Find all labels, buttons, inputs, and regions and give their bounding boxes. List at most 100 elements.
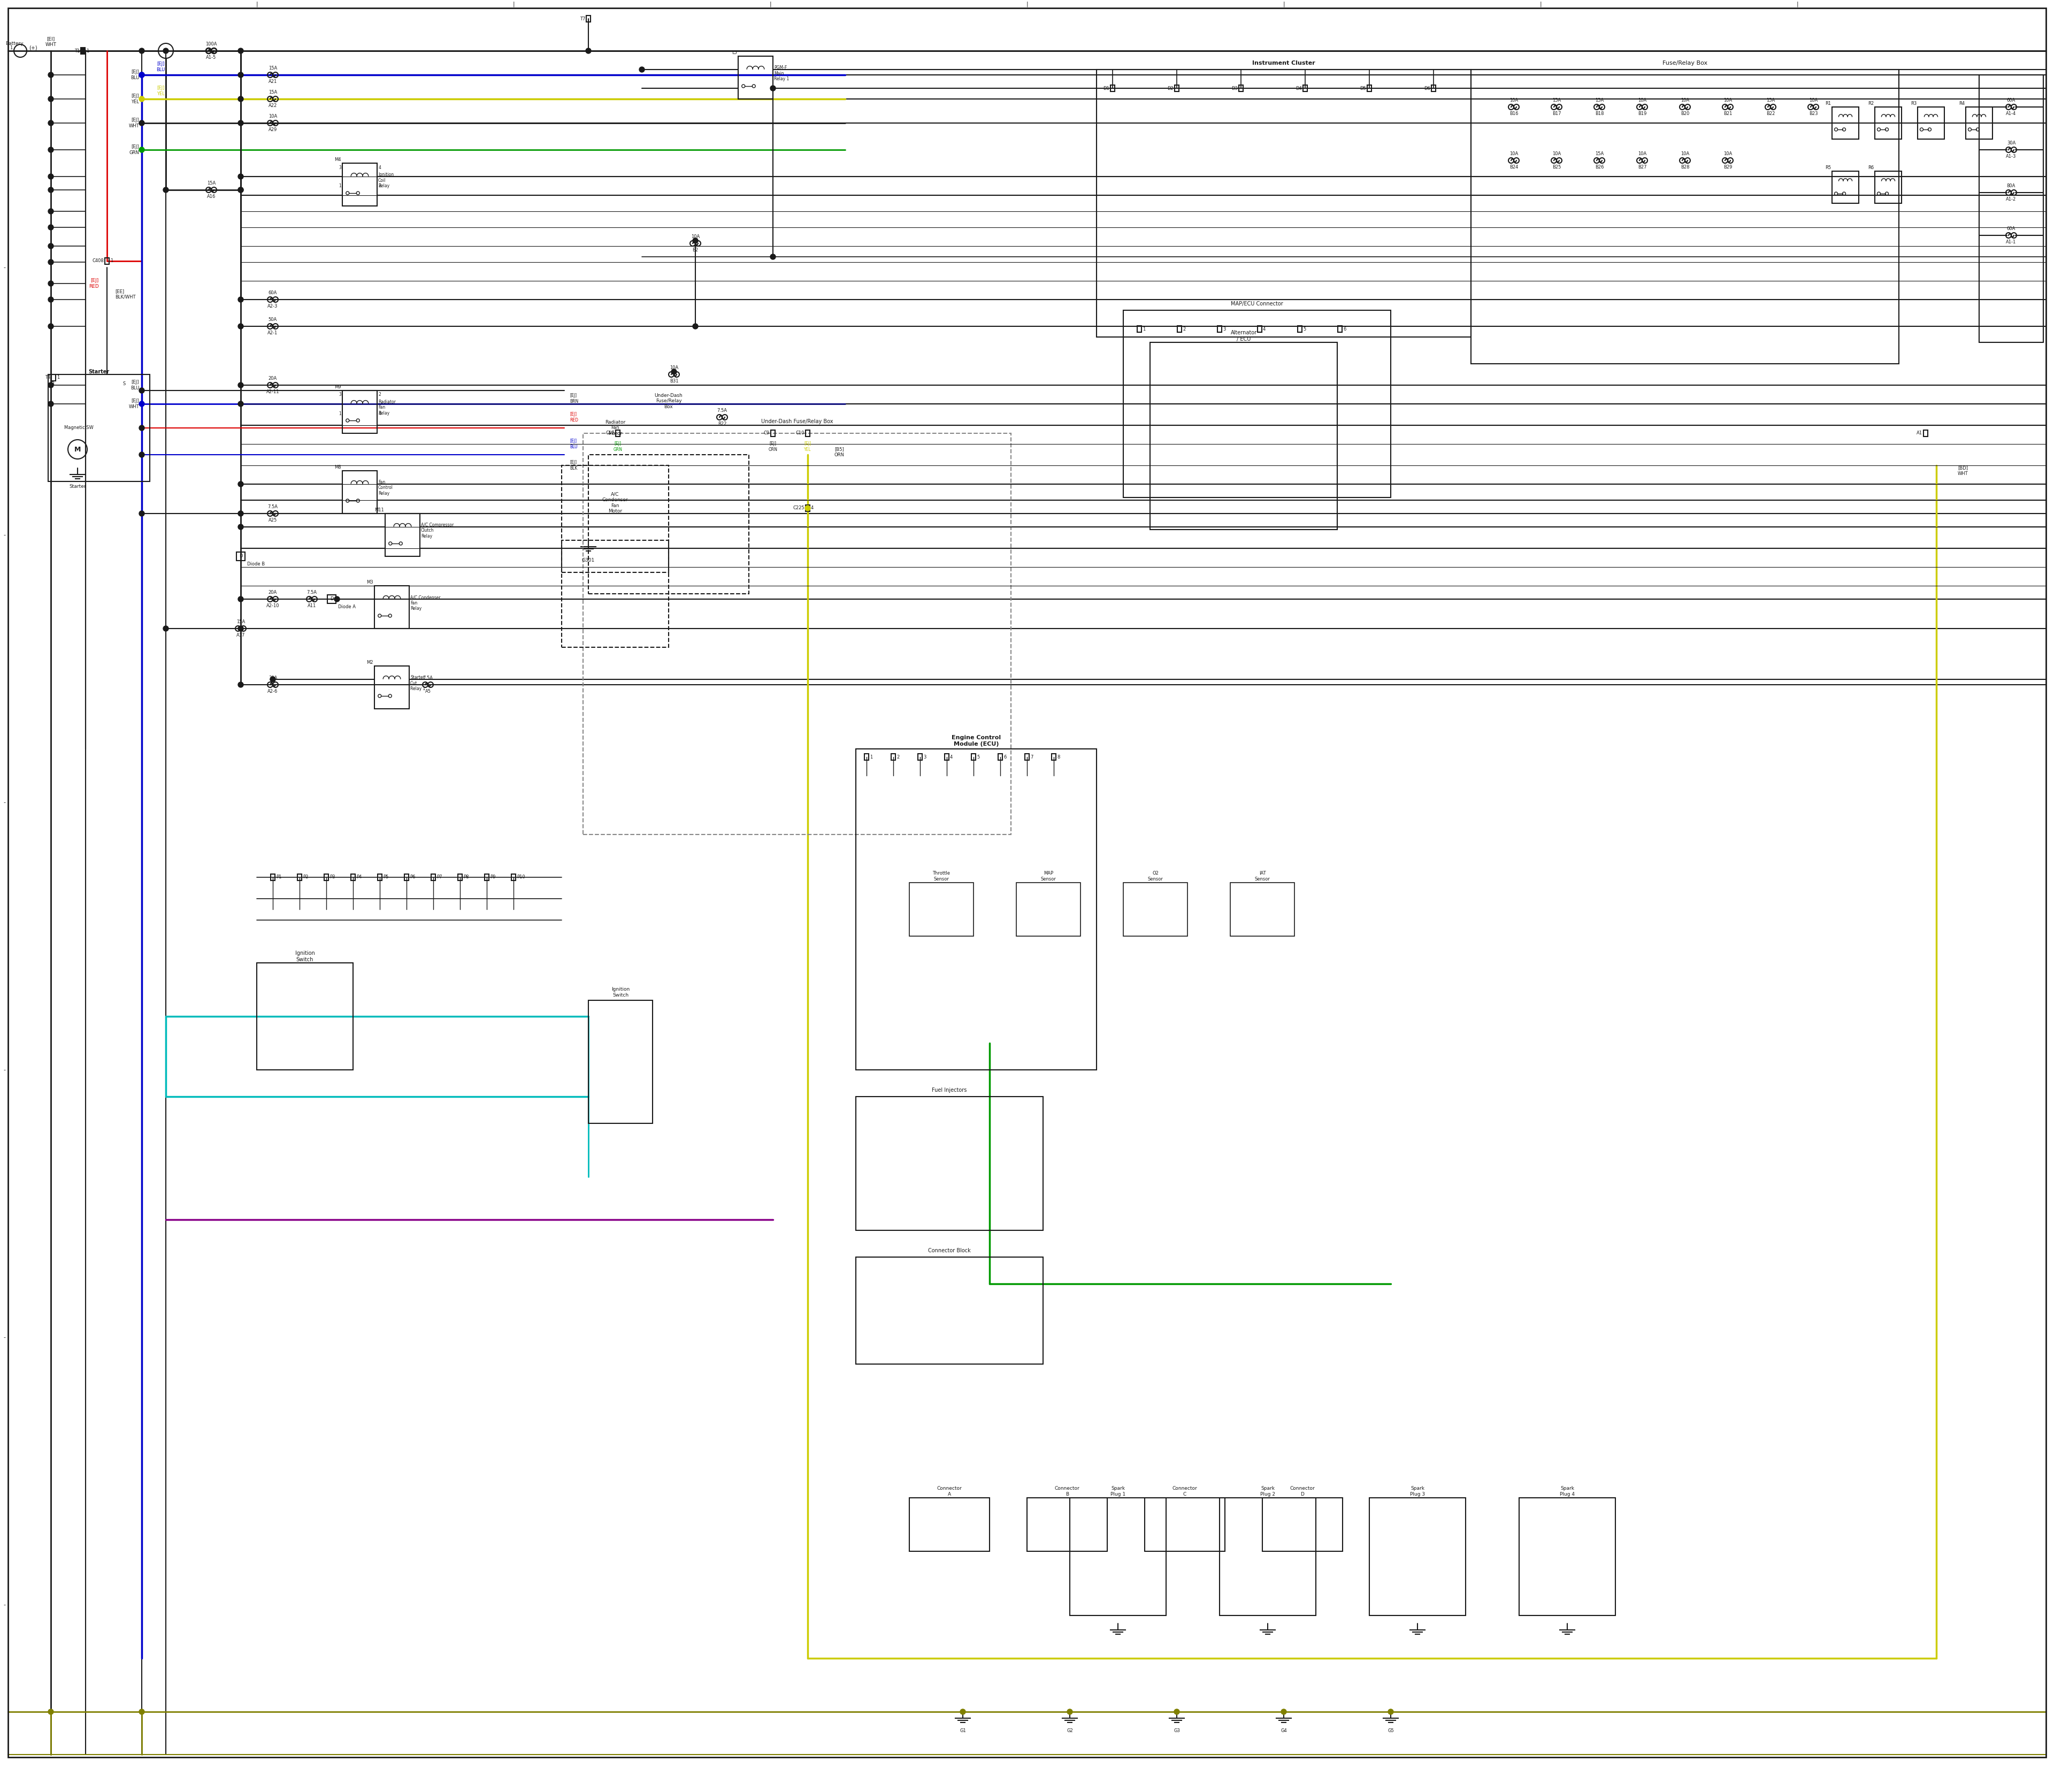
Text: Diode B: Diode B — [246, 561, 265, 566]
Circle shape — [140, 48, 144, 54]
Circle shape — [140, 401, 144, 407]
Text: A/C Compressor
Clutch
Relay: A/C Compressor Clutch Relay — [421, 523, 454, 539]
Bar — [1370, 1498, 1467, 1615]
Text: 15A: 15A — [269, 66, 277, 70]
Bar — [857, 1097, 1043, 1231]
Text: 6: 6 — [1004, 754, 1006, 760]
Bar — [374, 667, 409, 710]
Bar — [51, 375, 55, 382]
Text: 7.5A: 7.5A — [306, 590, 316, 595]
Text: A16: A16 — [207, 194, 216, 199]
Text: Starter: Starter — [88, 369, 109, 375]
Circle shape — [140, 120, 144, 125]
Text: Engine Control
Module (ECU): Engine Control Module (ECU) — [951, 735, 1000, 747]
Circle shape — [770, 86, 776, 91]
Text: 60A: 60A — [269, 290, 277, 296]
Circle shape — [47, 186, 53, 192]
Text: [EI]
WHT: [EI] WHT — [45, 36, 55, 47]
Text: 30A: 30A — [269, 676, 277, 681]
Bar — [105, 258, 109, 263]
Circle shape — [238, 401, 242, 407]
Text: 3: 3 — [339, 165, 341, 170]
Circle shape — [140, 72, 144, 77]
Text: 15A: 15A — [207, 181, 216, 186]
Text: 15A: 15A — [1553, 99, 1561, 102]
Text: S: S — [123, 382, 125, 387]
Text: B: B — [51, 382, 53, 387]
Text: [EJ]
BLU: [EJ] BLU — [156, 61, 164, 72]
Circle shape — [47, 174, 53, 179]
Bar — [1220, 1498, 1317, 1615]
Circle shape — [47, 72, 53, 77]
Text: (+): (+) — [29, 45, 37, 50]
Text: 30A: 30A — [2007, 142, 2015, 145]
Text: MAP
Sensor: MAP Sensor — [1041, 871, 1056, 882]
Text: 10A: 10A — [1680, 99, 1688, 102]
Circle shape — [47, 224, 53, 229]
Text: B2: B2 — [692, 247, 698, 253]
Text: D: D — [331, 597, 333, 602]
Text: 1: 1 — [1142, 326, 1146, 332]
Text: A2-1: A2-1 — [267, 330, 277, 335]
Bar — [325, 874, 329, 880]
Text: 3: 3 — [1222, 326, 1226, 332]
Bar — [343, 391, 378, 434]
Text: P6: P6 — [409, 874, 415, 880]
Circle shape — [770, 254, 776, 260]
Text: 10A: 10A — [1637, 99, 1647, 102]
Text: Instrument Cluster: Instrument Cluster — [1253, 61, 1315, 66]
Text: Fuse/Relay Box: Fuse/Relay Box — [1662, 61, 1707, 66]
Text: 4: 4 — [949, 754, 953, 760]
Bar — [1052, 754, 1056, 760]
Bar — [1124, 310, 1391, 498]
Text: A25: A25 — [269, 518, 277, 523]
Bar — [298, 874, 302, 880]
Circle shape — [162, 186, 168, 192]
Text: Spark
Plug 3: Spark Plug 3 — [1409, 1486, 1425, 1496]
Text: [EJ]
BRN: [EJ] BRN — [569, 392, 579, 403]
Text: [EJ]
BLU: [EJ] BLU — [129, 70, 140, 81]
Text: R2: R2 — [1867, 100, 1873, 106]
Circle shape — [140, 387, 144, 392]
Text: P2: P2 — [302, 874, 308, 880]
Text: Spark
Plug 1: Spark Plug 1 — [1111, 1486, 1126, 1496]
Circle shape — [47, 97, 53, 102]
Text: Ignition
Switch: Ignition Switch — [612, 987, 631, 998]
Circle shape — [47, 147, 53, 152]
Text: 15A: 15A — [269, 90, 277, 95]
Text: C408: C408 — [92, 258, 105, 263]
Text: Magnetic SW: Magnetic SW — [64, 425, 94, 430]
Bar — [236, 552, 244, 561]
Bar — [1832, 108, 1859, 140]
Bar — [1832, 172, 1859, 202]
Bar — [386, 514, 419, 556]
Text: 7.5A: 7.5A — [717, 409, 727, 412]
Bar — [737, 56, 772, 99]
Bar — [405, 874, 409, 880]
Text: 10A: 10A — [670, 366, 678, 371]
Text: 2: 2 — [378, 392, 382, 398]
Text: Connector Block: Connector Block — [928, 1247, 972, 1253]
Text: [EJ]
RED: [EJ] RED — [569, 412, 579, 423]
Text: 20A: 20A — [269, 376, 277, 382]
Text: M: M — [74, 446, 80, 453]
Text: P3: P3 — [329, 874, 335, 880]
Text: B18: B18 — [1594, 111, 1604, 116]
Bar — [1337, 326, 1341, 332]
Text: -: - — [4, 1068, 6, 1073]
Text: D3: D3 — [1232, 86, 1239, 91]
Text: [EJ]
WHT: [EJ] WHT — [129, 398, 140, 409]
Bar — [972, 754, 976, 760]
Text: Connector
C: Connector C — [1173, 1486, 1197, 1496]
Text: [EE]
BLK/WHT: [EE] BLK/WHT — [115, 289, 136, 299]
Text: G5: G5 — [1389, 1727, 1395, 1733]
Bar — [1111, 84, 1115, 91]
Text: Radiator
Fan
Relay: Radiator Fan Relay — [378, 400, 396, 416]
Text: A5: A5 — [425, 688, 431, 694]
Circle shape — [47, 120, 53, 125]
Text: 4: 4 — [1263, 326, 1265, 332]
Text: B24: B24 — [1510, 165, 1518, 170]
Bar — [891, 754, 896, 760]
Text: A/C
Condenser
Fan
Motor: A/C Condenser Fan Motor — [602, 493, 629, 514]
Bar — [945, 754, 949, 760]
